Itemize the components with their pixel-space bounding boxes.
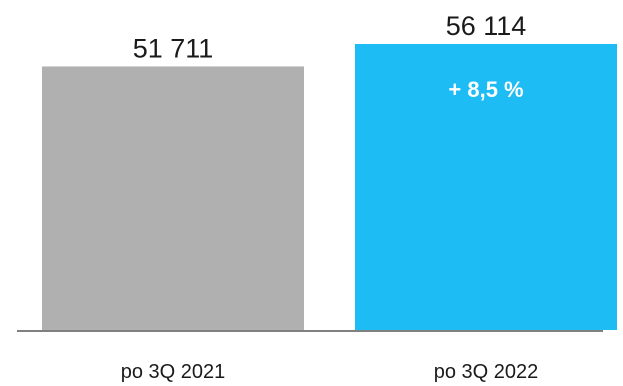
bar-2 — [355, 44, 617, 330]
x-tick-label-1: po 3Q 2021 — [121, 361, 226, 383]
value-label-2: 56 114 — [446, 11, 527, 41]
labels-group: 51 711 po 3Q 2021 56 114 po 3Q 2022 + 8,5 % — [121, 11, 539, 383]
x-tick-label-2: po 3Q 2022 — [434, 361, 539, 383]
bars-group — [42, 44, 617, 330]
change-annotation: + 8,5 % — [448, 77, 523, 102]
bar-1 — [42, 66, 304, 330]
value-label-1: 51 711 — [133, 33, 214, 63]
